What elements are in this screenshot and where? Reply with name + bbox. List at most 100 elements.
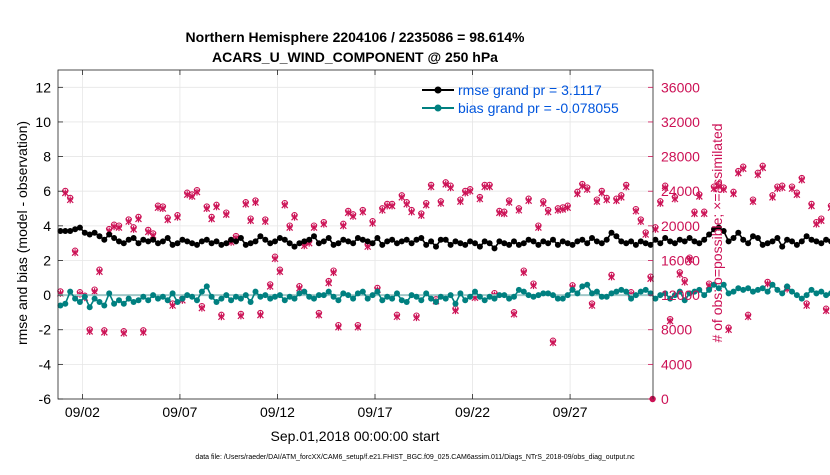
rmse-point xyxy=(642,240,649,247)
obs-assimilated-point xyxy=(276,268,284,276)
rmse-point xyxy=(379,241,386,248)
rmse-point xyxy=(608,229,615,236)
bias-point xyxy=(662,290,669,297)
bias-point xyxy=(398,297,405,304)
rmse-point xyxy=(598,240,605,247)
obs-assimilated-point xyxy=(691,210,698,218)
bias-point xyxy=(754,286,761,293)
bias-point xyxy=(81,293,88,300)
bias-point xyxy=(720,281,727,288)
rmse-point xyxy=(384,238,391,245)
bias-point xyxy=(345,292,352,299)
right-tick-label: 8000 xyxy=(661,322,692,338)
bias-point xyxy=(135,297,142,304)
obs-assimilated-point xyxy=(203,205,211,213)
bias-point xyxy=(701,292,708,299)
obs-assimilated-point xyxy=(447,184,455,192)
bias-point xyxy=(320,292,327,299)
obs-assimilated-point xyxy=(198,304,206,312)
bias-point xyxy=(598,293,605,300)
bias-point xyxy=(628,295,635,302)
rmse-point xyxy=(125,236,132,243)
obs-assimilated-point xyxy=(427,183,435,191)
obs-assimilated-point xyxy=(335,323,342,331)
obs-assimilated-point xyxy=(247,217,255,225)
x-tick-label: 09/27 xyxy=(553,404,588,420)
bias-point xyxy=(311,295,317,302)
obs-assimilated-point xyxy=(710,185,718,193)
obs-assimilated-point xyxy=(252,198,259,206)
bias-point xyxy=(354,290,361,297)
obs-assimilated-point xyxy=(588,301,596,309)
bias-point xyxy=(764,288,771,295)
rmse-point xyxy=(515,241,522,248)
bias-point xyxy=(384,293,391,300)
obs-assimilated-point xyxy=(808,202,815,210)
obs-assimilated-point xyxy=(286,224,294,232)
rmse-point xyxy=(613,233,620,240)
bias-point xyxy=(520,288,527,295)
bias-point xyxy=(91,295,98,302)
bias-point xyxy=(169,290,176,297)
bias-point xyxy=(637,288,644,295)
obs-assimilated-point xyxy=(681,278,689,286)
obs-assimilated-point xyxy=(164,216,172,224)
rmse-point xyxy=(545,240,552,247)
obs-assimilated-point xyxy=(730,190,737,198)
obs-assimilated-point xyxy=(349,212,357,220)
rmse-point xyxy=(252,238,259,245)
bias-point xyxy=(374,288,381,295)
line-series xyxy=(57,224,830,311)
rmse-point xyxy=(330,241,337,248)
bias-point xyxy=(481,297,488,304)
chart-title-line1: Northern Hemisphere 2204106 / 2235086 = … xyxy=(186,29,525,45)
bias-point xyxy=(242,292,249,299)
rmse-point xyxy=(106,231,113,238)
obs-assimilated-point xyxy=(466,187,474,195)
bias-point xyxy=(608,290,615,297)
bias-point xyxy=(150,292,157,299)
obs-assimilated-point xyxy=(354,323,362,331)
bias-point xyxy=(340,290,347,297)
bias-point xyxy=(198,288,205,295)
obs-assimilated-point xyxy=(61,189,69,197)
rmse-point xyxy=(467,238,474,245)
rmse-point xyxy=(798,238,805,245)
rmse-point xyxy=(550,236,556,243)
bias-point xyxy=(379,297,386,304)
bias-point xyxy=(803,292,810,299)
bias-point xyxy=(657,292,664,299)
rmse-point xyxy=(306,236,313,243)
bias-point xyxy=(433,299,439,305)
rmse-point xyxy=(101,236,108,243)
obs-assimilated-point xyxy=(222,211,230,219)
bias-point xyxy=(267,295,274,302)
rmse-point xyxy=(667,238,674,245)
obs-assimilated-point xyxy=(408,208,416,216)
bias-point xyxy=(296,290,303,297)
rmse-point xyxy=(476,243,483,250)
rmse-point xyxy=(711,226,717,233)
rmse-point xyxy=(247,240,254,247)
left-tick-label: -6 xyxy=(39,391,52,407)
rmse-point xyxy=(242,241,249,248)
right-tick-label: 0 xyxy=(661,391,669,407)
rmse-point xyxy=(676,236,683,243)
rmse-point xyxy=(155,240,161,247)
obs-assimilated-point xyxy=(759,164,767,172)
bias-point xyxy=(735,285,742,292)
rmse-point xyxy=(208,240,215,247)
rmse-point xyxy=(218,241,225,248)
rmse-point xyxy=(286,240,293,247)
rmse-point xyxy=(603,236,610,243)
obs-assimilated-point xyxy=(744,313,752,321)
rmse-point xyxy=(257,233,264,240)
bias-point xyxy=(423,290,430,297)
bias-point xyxy=(779,290,786,297)
bias-point xyxy=(62,300,69,307)
bias-point xyxy=(218,295,225,302)
bias-point xyxy=(511,293,517,300)
bias-point xyxy=(252,288,259,295)
bias-point xyxy=(715,285,722,292)
bias-point xyxy=(213,299,220,305)
